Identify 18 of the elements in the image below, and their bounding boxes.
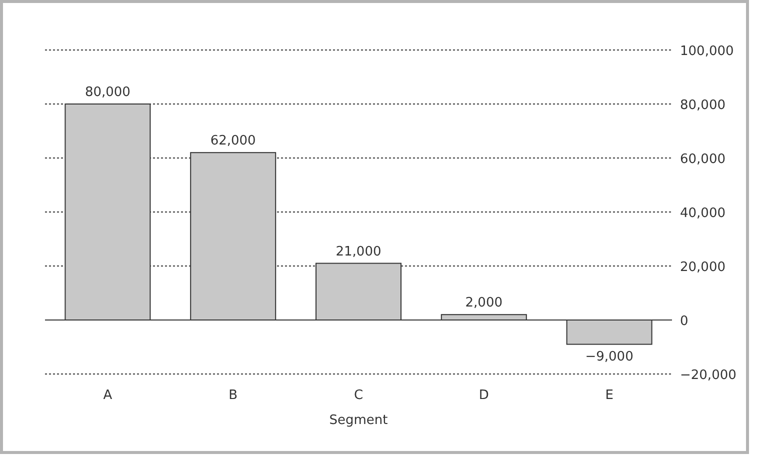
y-tick-label: 80,000 — [680, 98, 726, 113]
x-axis-title: Segment — [329, 413, 388, 428]
data-label: 80,000 — [84, 85, 130, 100]
y-tick-label: 0 — [680, 314, 688, 329]
x-tick-label: D — [478, 388, 489, 403]
y-tick-label: 100,000 — [680, 44, 734, 59]
x-tick-label: E — [605, 388, 614, 403]
x-tick-label: C — [354, 388, 364, 403]
y-tick-label: −20,000 — [680, 368, 736, 383]
x-tick-label: A — [103, 388, 112, 403]
x-tick-label: B — [228, 388, 238, 403]
data-label: 62,000 — [210, 134, 256, 149]
y-tick-label: 20,000 — [680, 260, 726, 275]
y-tick-label: 40,000 — [680, 206, 726, 221]
data-label: −9,000 — [585, 349, 634, 364]
data-label: 2,000 — [465, 296, 503, 311]
data-label: 21,000 — [336, 244, 382, 260]
y-tick-label: 60,000 — [680, 152, 726, 167]
